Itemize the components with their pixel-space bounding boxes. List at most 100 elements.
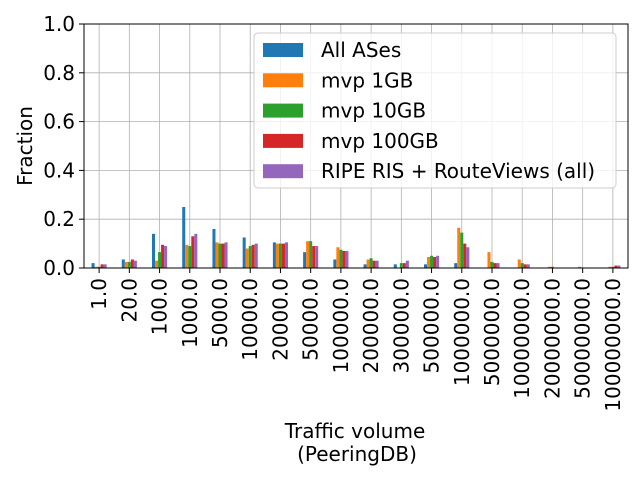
legend-label: mvp 10GB bbox=[321, 99, 426, 123]
bar bbox=[185, 244, 189, 268]
y-axis-label: Fraction bbox=[13, 106, 37, 186]
bars bbox=[91, 207, 621, 268]
legend-swatch bbox=[263, 103, 303, 118]
x-tick-label: 10000000.0 bbox=[510, 278, 534, 399]
bar bbox=[578, 266, 582, 268]
legend-label: mvp 100GB bbox=[321, 129, 439, 153]
bar bbox=[306, 241, 310, 268]
bar bbox=[100, 264, 104, 268]
bar bbox=[284, 242, 288, 268]
bar bbox=[164, 246, 168, 268]
legend-label: All ASes bbox=[321, 38, 401, 62]
legend-box bbox=[253, 32, 617, 189]
bar bbox=[224, 242, 228, 268]
x-tick-label: 20.0 bbox=[117, 278, 141, 323]
bar bbox=[188, 246, 192, 268]
x-tick-label: 50000.0 bbox=[299, 278, 323, 361]
bar bbox=[372, 260, 376, 268]
bar bbox=[466, 247, 470, 268]
x-tick-label: 1000.0 bbox=[178, 278, 202, 348]
bar bbox=[496, 263, 500, 268]
bar bbox=[617, 265, 621, 268]
bar bbox=[309, 241, 313, 268]
bar bbox=[427, 257, 431, 268]
bar bbox=[436, 255, 440, 268]
bar bbox=[608, 266, 612, 268]
bar bbox=[182, 207, 186, 268]
bar bbox=[375, 260, 379, 268]
bar bbox=[493, 263, 497, 268]
bar bbox=[272, 242, 276, 268]
bar bbox=[454, 263, 458, 268]
bar bbox=[130, 259, 134, 268]
x-tick-label: 5000.0 bbox=[208, 278, 232, 348]
bar bbox=[405, 260, 409, 268]
y-axis: 0.0 0.2 0.4 0.6 0.8 1.0 bbox=[43, 12, 84, 280]
x-tick-label: 20000.0 bbox=[268, 278, 292, 361]
bar bbox=[248, 246, 252, 268]
bar bbox=[303, 252, 307, 268]
bar bbox=[91, 263, 95, 268]
x-axis-label-line2: (PeeringDB) bbox=[297, 442, 417, 466]
bar bbox=[158, 252, 162, 268]
x-tick-label: 100.0 bbox=[148, 278, 172, 335]
bar bbox=[399, 263, 403, 268]
plot-frame bbox=[83, 23, 629, 269]
bar bbox=[457, 227, 461, 268]
bar bbox=[161, 244, 165, 268]
bar bbox=[611, 266, 615, 268]
bar bbox=[194, 233, 198, 268]
bar bbox=[245, 248, 249, 268]
bar bbox=[614, 265, 618, 268]
bar bbox=[121, 259, 125, 268]
legend-swatch bbox=[263, 133, 303, 148]
bar bbox=[550, 266, 554, 268]
bar bbox=[94, 266, 98, 268]
bar bbox=[345, 250, 349, 268]
legend: All ASes mvp 1GB mvp 10GB mvp 100GB RIPE RIS… bbox=[253, 32, 617, 189]
bar bbox=[424, 264, 428, 268]
y-tick-label: 0.8 bbox=[43, 61, 75, 85]
bar bbox=[133, 260, 137, 268]
y-tick-label: 0.6 bbox=[43, 110, 75, 134]
bar bbox=[333, 259, 337, 268]
x-tick-label: 1.0 bbox=[87, 278, 111, 310]
bar bbox=[526, 264, 530, 268]
legend-swatch bbox=[263, 43, 303, 57]
x-tick-label: 50000000.0 bbox=[571, 278, 595, 399]
bar bbox=[242, 237, 246, 268]
bar bbox=[251, 244, 255, 268]
x-tick-label: 10000.0 bbox=[238, 278, 262, 361]
legend-swatch bbox=[263, 73, 303, 88]
y-tick-label: 0.4 bbox=[43, 158, 75, 182]
x-tick-label: 300000.0 bbox=[389, 278, 413, 373]
y-tick-label: 0.2 bbox=[43, 207, 75, 231]
bar bbox=[315, 246, 319, 268]
bar bbox=[103, 264, 107, 268]
x-axis: 1.0 20.0 100.0 1000.0 5000.0 10000.0 20000.0 50… bbox=[87, 268, 625, 412]
bar bbox=[366, 259, 370, 268]
bar bbox=[278, 243, 282, 268]
bar bbox=[517, 259, 521, 268]
bar bbox=[127, 261, 131, 268]
bar bbox=[124, 261, 128, 268]
bar bbox=[312, 246, 316, 268]
bar bbox=[339, 249, 343, 268]
x-tick-label: 1000000.0 bbox=[450, 278, 474, 386]
bar bbox=[281, 243, 285, 268]
bar bbox=[336, 247, 340, 268]
bar bbox=[369, 258, 373, 268]
y-tick-label: 0.0 bbox=[43, 256, 75, 280]
bar bbox=[275, 243, 279, 268]
bar bbox=[215, 242, 219, 268]
x-tick-label: 20000000.0 bbox=[540, 278, 564, 399]
bar bbox=[97, 266, 101, 268]
bar bbox=[212, 228, 216, 268]
bar bbox=[342, 250, 346, 268]
x-tick-label: 100000.0 bbox=[329, 278, 353, 373]
legend-label: mvp 1GB bbox=[321, 68, 413, 92]
bar bbox=[460, 232, 464, 268]
legend-swatch bbox=[263, 164, 303, 179]
legend-label: RIPE RIS + RouteViews (all) bbox=[321, 159, 595, 183]
bar bbox=[402, 263, 406, 268]
